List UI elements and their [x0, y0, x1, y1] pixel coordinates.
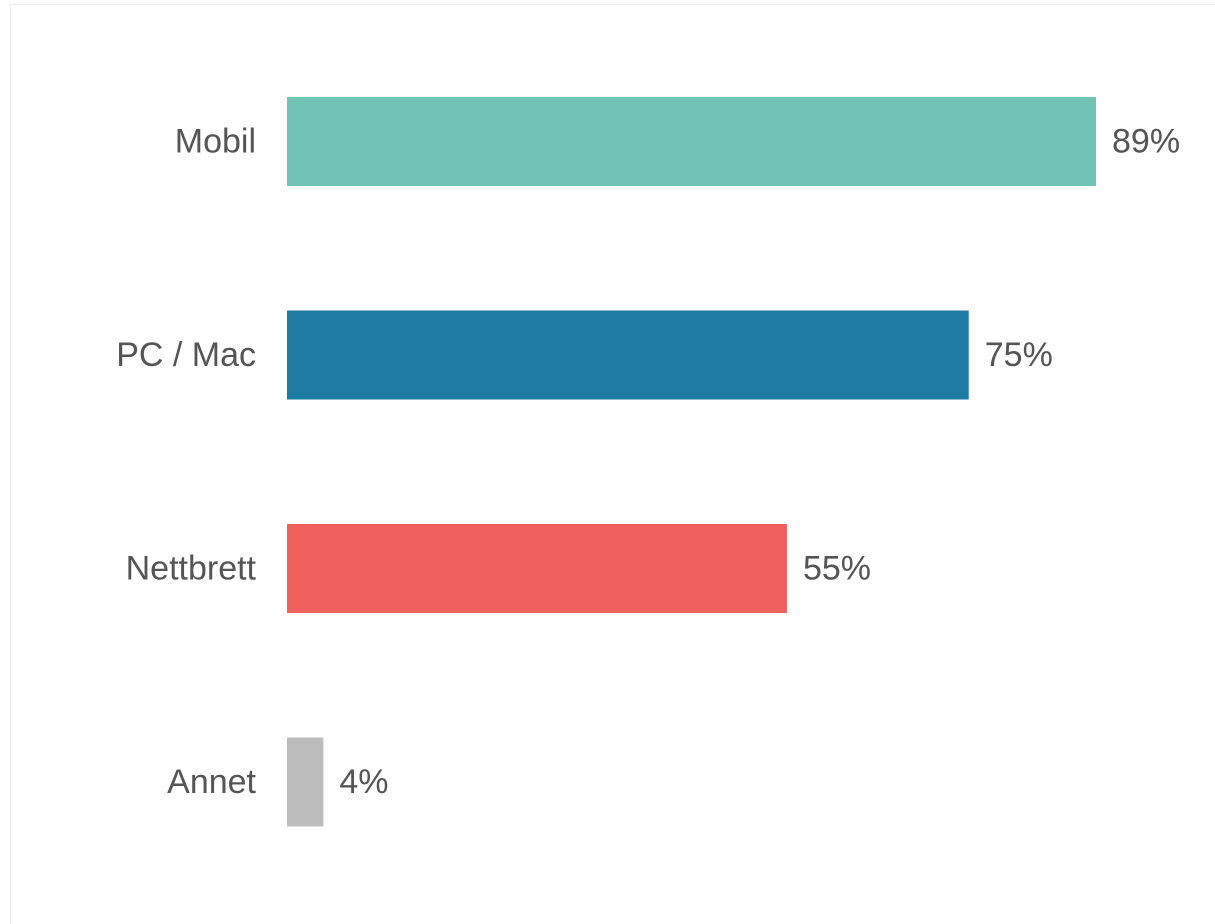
bar-annet [287, 737, 324, 827]
category-label-nettbrett: Nettbrett [126, 550, 257, 588]
value-label-annet: 4% [339, 763, 388, 801]
category-label-pc-mac: PC / Mac [116, 336, 256, 374]
chart-frame [10, 4, 1215, 924]
bar-nettbrett [287, 524, 787, 613]
bar-pc-mac [287, 310, 969, 400]
value-label-mobil: 89% [1112, 123, 1180, 161]
value-label-nettbrett: 55% [803, 550, 871, 588]
category-label-annet: Annet [167, 763, 256, 801]
value-label-pc-mac: 75% [985, 336, 1053, 374]
category-label-mobil: Mobil [175, 123, 256, 161]
bar-mobil [287, 97, 1097, 186]
